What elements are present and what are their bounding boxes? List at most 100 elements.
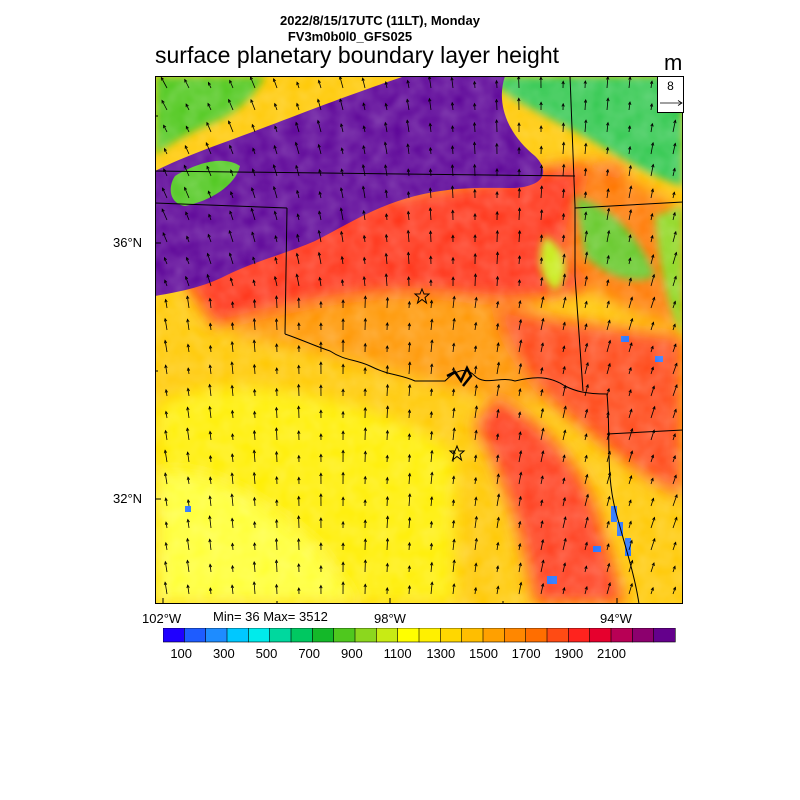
wind-vector	[362, 186, 366, 199]
wind-vector-head	[208, 364, 212, 369]
wind-vector	[562, 142, 565, 155]
wind-vector	[584, 474, 588, 485]
wind-vector	[384, 142, 388, 155]
wind-vector-head	[361, 77, 365, 82]
wind-vector-head	[450, 101, 455, 106]
wind-vector	[650, 587, 654, 595]
wind-vector	[672, 517, 678, 529]
wind-vector-head	[541, 450, 545, 455]
wind-vector	[496, 455, 499, 463]
colorbar-swatch	[461, 628, 484, 643]
wind-vector	[628, 428, 633, 441]
wind-vector-head	[161, 208, 165, 213]
wind-vector-head	[430, 581, 434, 586]
wind-vector-head	[674, 362, 678, 367]
wind-vector-head	[407, 300, 411, 305]
wind-vector	[650, 254, 654, 265]
wind-vector	[628, 560, 633, 573]
wind-vector-head	[295, 164, 299, 169]
wind-vector	[672, 168, 676, 177]
wind-vector-head	[163, 256, 167, 261]
wind-vector-head	[297, 515, 301, 520]
wind-vector-head	[340, 147, 344, 152]
wind-vector-head	[297, 495, 301, 500]
wind-vector-head	[562, 496, 566, 501]
wind-vector-head	[630, 317, 634, 322]
wind-vector	[229, 145, 234, 155]
wind-vector	[474, 81, 476, 89]
wind-vector	[164, 280, 168, 287]
wind-vector-head	[585, 493, 589, 498]
wind-vector	[518, 412, 521, 419]
wind-vector-head	[319, 341, 323, 346]
wind-vector-head	[341, 581, 345, 585]
wind-vector-head	[297, 322, 301, 327]
colorbar-swatch	[653, 628, 676, 643]
wind-vector-head	[561, 188, 566, 193]
wind-vector-head	[630, 427, 634, 432]
wind-vector	[650, 346, 654, 353]
wind-vector-head	[163, 449, 168, 454]
wind-vector	[296, 190, 300, 199]
wind-vector-head	[474, 405, 478, 410]
wind-vector-head	[186, 367, 191, 372]
wind-vector-head	[518, 318, 523, 323]
wind-vector-head	[297, 344, 301, 349]
lat-label-36: 36°N	[113, 235, 143, 250]
wind-vector	[540, 165, 542, 177]
wind-vector	[407, 252, 410, 265]
wind-vector	[650, 386, 655, 397]
wind-vector-head	[340, 168, 344, 173]
wind-vector	[628, 146, 631, 155]
wind-vector-head	[208, 297, 212, 302]
wind-vector	[451, 102, 454, 111]
wind-vector-head	[517, 146, 521, 151]
wind-vector-head	[673, 408, 677, 413]
colorbar-swatch	[376, 628, 399, 643]
wind-vector-head	[230, 384, 234, 389]
wind-vector-head	[651, 385, 655, 390]
wind-vector-head	[317, 143, 321, 148]
wind-vector-head	[361, 163, 366, 168]
wind-vector-head	[186, 427, 190, 432]
wind-vector-head	[385, 495, 390, 500]
wind-vector-head	[407, 433, 411, 437]
wind-vector	[296, 274, 300, 287]
wind-vector-head	[186, 498, 191, 503]
wind-vector-head	[651, 497, 655, 502]
wind-vector-head	[362, 145, 366, 149]
wind-vector-head	[495, 190, 499, 195]
wind-vector	[518, 363, 522, 375]
wind-vector	[319, 169, 322, 177]
wind-vector	[628, 499, 632, 507]
wind-vector-head	[363, 295, 367, 300]
map-frame	[155, 76, 683, 604]
wind-vector-head	[250, 207, 254, 212]
wind-vector-head	[228, 120, 232, 125]
wind-vector-head	[252, 449, 256, 454]
wind-vector-head	[563, 296, 567, 301]
wind-vector-head	[539, 125, 543, 129]
wind-vector-head	[385, 321, 389, 326]
wind-vector-head	[208, 454, 213, 459]
wind-vector	[650, 538, 656, 551]
wind-vector-head	[517, 207, 522, 212]
wind-vector-head	[163, 339, 168, 344]
wind-vector-head	[340, 123, 344, 127]
wind-vector-head	[164, 147, 167, 152]
wind-vector-head	[363, 559, 367, 563]
wind-vector	[672, 384, 678, 397]
wind-vector	[165, 299, 168, 309]
wind-vector	[452, 520, 455, 529]
wind-vector	[187, 452, 190, 463]
wind-vector-head	[385, 405, 390, 410]
wind-vector-head	[584, 585, 588, 590]
wind-vector	[496, 252, 498, 265]
wind-vector	[341, 148, 344, 155]
wind-vector-head	[519, 339, 523, 344]
wind-vector-head	[652, 296, 656, 301]
wind-vector-head	[539, 256, 544, 261]
wind-vector	[562, 322, 566, 331]
wind-vector-head	[230, 361, 234, 366]
boundary-red-river	[284, 333, 608, 395]
